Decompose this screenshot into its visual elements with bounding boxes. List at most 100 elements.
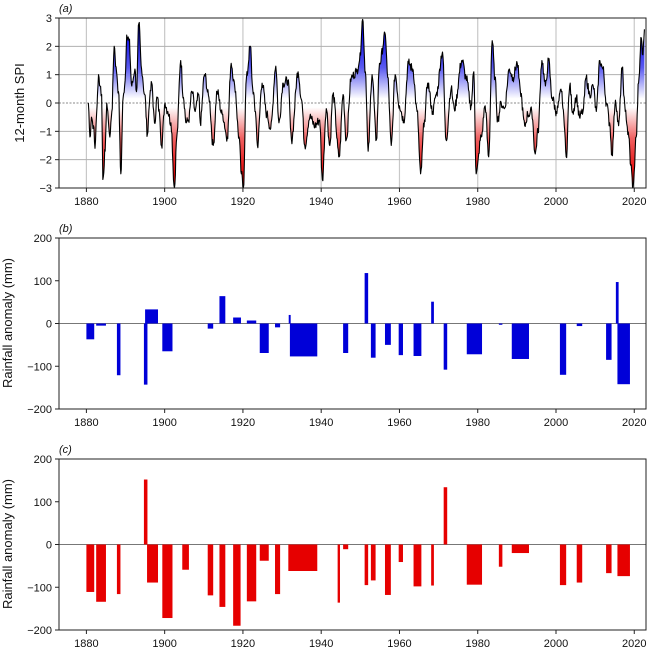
x-tick-label: 2000 (544, 638, 568, 650)
bar-b (370, 323, 376, 358)
bar-c (443, 487, 448, 545)
bar-c (498, 544, 503, 567)
x-tick-label: 1900 (152, 638, 176, 650)
y-tick-label: −1 (39, 126, 52, 138)
bar-c (398, 544, 403, 563)
bar-b (413, 323, 422, 356)
y-tick-label: 3 (46, 13, 52, 25)
y-tick-label: −200 (27, 404, 52, 416)
bar-b (559, 323, 567, 375)
panel-label-b: (b) (59, 223, 73, 235)
bar-c (259, 544, 269, 561)
bar-b (219, 296, 226, 324)
y-tick-label: −3 (39, 183, 52, 195)
x-tick-label: 1900 (152, 196, 176, 208)
bar-b (96, 323, 106, 326)
bar-c (233, 544, 241, 626)
bar-c (143, 479, 148, 545)
bar-b (162, 323, 173, 352)
bar-b (617, 323, 630, 385)
y-tick-label: 0 (46, 540, 52, 552)
y-tick-label: −200 (27, 625, 52, 637)
y-tick-label: −2 (39, 155, 52, 167)
y-tick-label: 0 (46, 98, 52, 110)
bar-b (343, 323, 349, 353)
bar-c (182, 544, 189, 570)
panel-b-bar-chart: (b) 1880 1900 1920 1940 1960 1980 2000 2020−200… (0, 223, 647, 429)
y-tick-label: 100 (34, 276, 52, 288)
x-tick-label: 1940 (309, 417, 333, 429)
x-tick-label: 2020 (622, 196, 646, 208)
x-tick-label: 1960 (387, 638, 411, 650)
y-tick-label: 100 (34, 497, 52, 509)
x-tick-label: 2020 (622, 638, 646, 650)
bar-c (288, 544, 318, 571)
bar-b (511, 323, 529, 359)
bar-c (384, 544, 391, 595)
bar-b (86, 323, 95, 340)
bar-b (466, 323, 483, 355)
x-tick-label: 1960 (387, 196, 411, 208)
bar-b (576, 323, 583, 327)
bar-c (343, 544, 349, 550)
bar-b (384, 323, 391, 345)
bar-b (615, 282, 619, 324)
bar-c (147, 544, 159, 583)
y-axis-title-a: 12-month SPI (12, 63, 27, 143)
y-tick-label: 0 (46, 319, 52, 331)
bar-c (275, 544, 281, 595)
y-tick-label: 1 (46, 70, 52, 82)
bar-c (511, 544, 529, 554)
x-tick-label: 1960 (387, 417, 411, 429)
y-axis-title-c: Rainfall anomaly (mm) (0, 479, 15, 609)
axis-ticks-b: 1880 1900 1920 1940 1960 1980 2000 2020−200−100… (27, 233, 646, 429)
x-tick-label: 1980 (465, 417, 489, 429)
bar-b (498, 323, 503, 325)
x-tick-label: 2000 (544, 196, 568, 208)
x-tick-label: 1920 (231, 638, 255, 650)
x-tick-label: 1920 (231, 417, 255, 429)
bar-c (162, 544, 173, 619)
bar-b (289, 323, 318, 357)
bar-c (86, 544, 95, 592)
bar-b (275, 323, 281, 328)
spi-negative-fill (88, 103, 645, 188)
bars-c (86, 479, 630, 626)
panel-label-c: (c) (59, 444, 72, 456)
bar-c (364, 544, 369, 586)
bar-b (207, 323, 214, 329)
bar-c (337, 544, 340, 603)
bar-c (466, 544, 483, 585)
x-tick-label: 1920 (231, 196, 255, 208)
bar-b (398, 323, 403, 356)
panel-label-a: (a) (59, 3, 73, 15)
spi-positive-fill (88, 19, 645, 104)
bar-c (431, 544, 434, 586)
y-tick-label: 200 (34, 454, 52, 466)
bar-b (288, 314, 291, 324)
bar-c (576, 544, 583, 583)
x-tick-label: 2000 (544, 417, 568, 429)
bar-b (364, 273, 369, 324)
bar-b (246, 320, 257, 324)
bar-c (246, 544, 257, 602)
bar-c (370, 544, 376, 581)
axis-ticks-a: 1880 1900 1920 1940 1960 1980 2000 2020 −3 −2 −1 0 1… (39, 13, 646, 208)
bar-c (413, 544, 422, 587)
y-axis-title-b: Rainfall anomaly (mm) (0, 258, 15, 388)
bar-b (606, 323, 612, 360)
bar-c (617, 544, 630, 577)
bar-b (431, 301, 434, 324)
axis-ticks-c: 1880 1900 1920 1940 1960 1980 2000 2020−200−100… (27, 454, 646, 650)
y-tick-label: 200 (34, 233, 52, 245)
y-tick-label: −100 (27, 582, 52, 594)
bar-c (559, 544, 567, 586)
x-tick-label: 1940 (309, 196, 333, 208)
x-tick-label: 1880 (74, 196, 98, 208)
bar-c (219, 544, 226, 607)
y-tick-label: 2 (46, 41, 52, 53)
bar-b (259, 323, 269, 353)
bar-b (233, 317, 241, 324)
x-tick-label: 1880 (74, 638, 98, 650)
